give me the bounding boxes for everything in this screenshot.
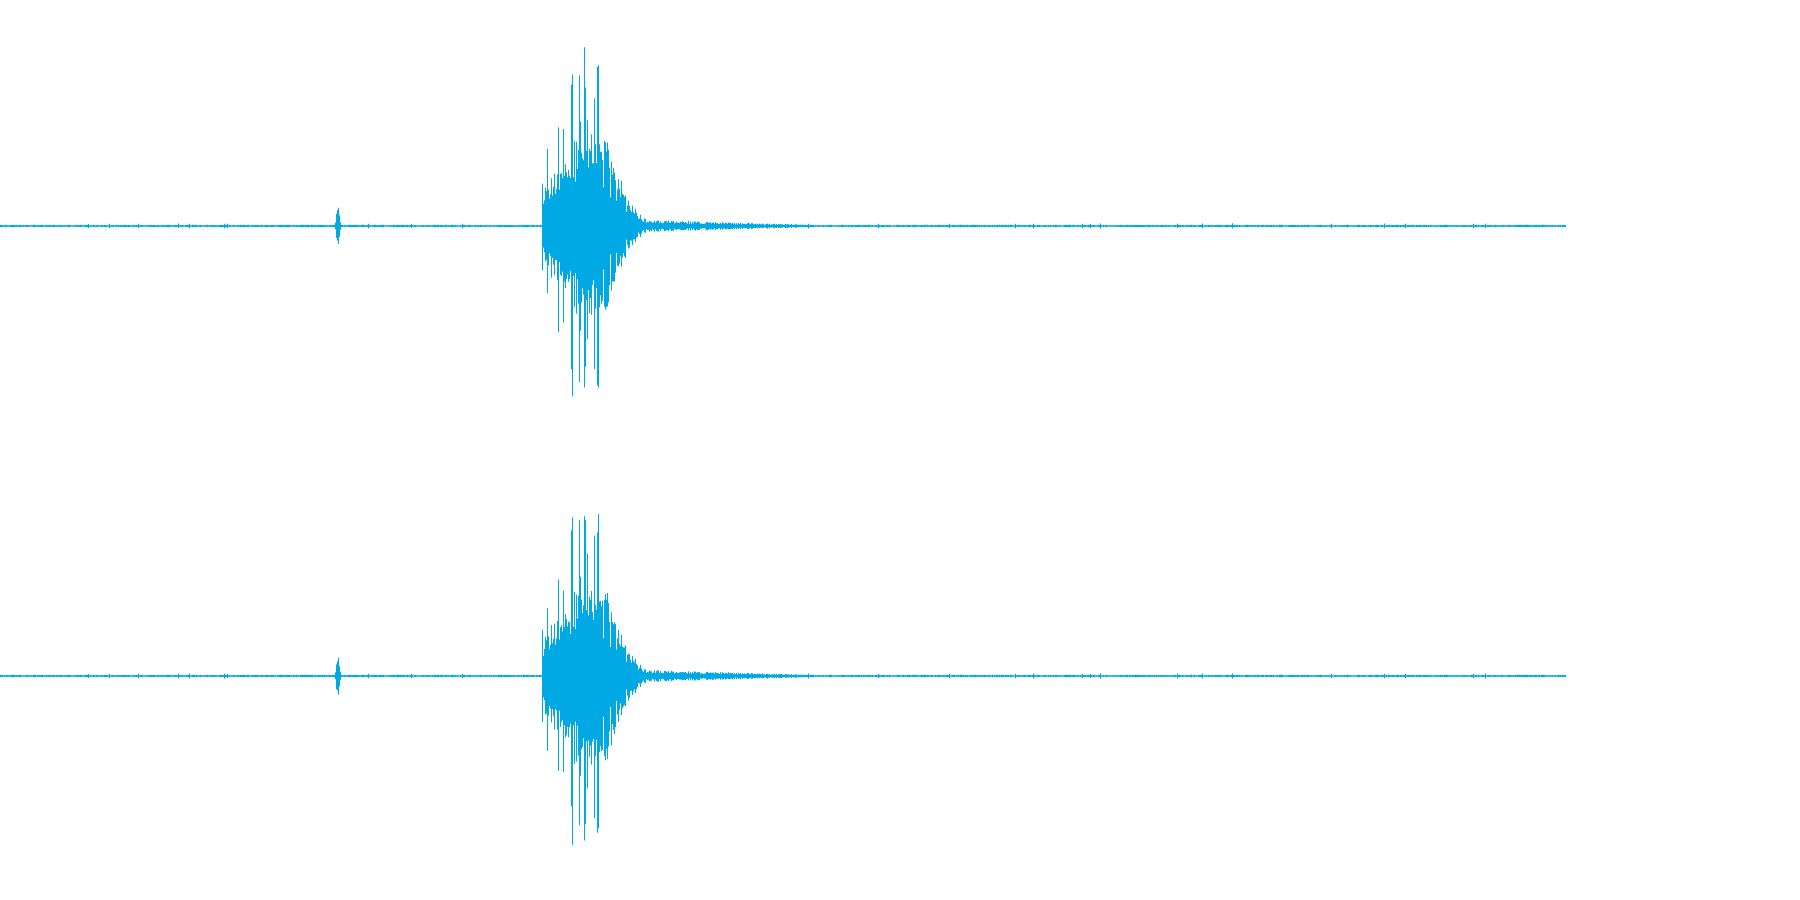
waveform-channel-right bbox=[0, 514, 1566, 845]
waveform-samples bbox=[0, 514, 1566, 845]
waveform-channel-left bbox=[0, 47, 1566, 397]
waveform-samples bbox=[0, 47, 1566, 397]
